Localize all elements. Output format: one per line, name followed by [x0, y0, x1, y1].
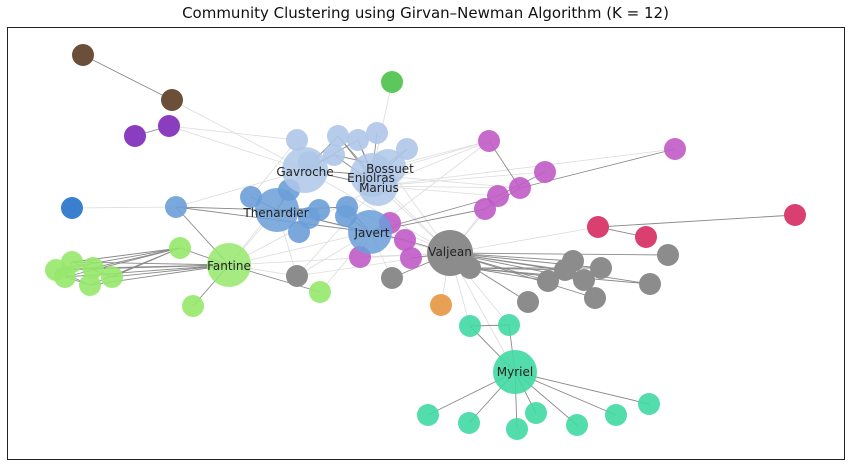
node-gr2 — [381, 267, 403, 289]
edge — [469, 267, 549, 282]
node-m1 — [478, 130, 500, 152]
edge — [597, 214, 796, 228]
edge — [469, 267, 566, 271]
node-t9 — [638, 393, 660, 415]
node-label-bossuet: Bossuet — [366, 162, 414, 176]
node-m2 — [664, 138, 686, 160]
node-label-valjean: Valjean — [428, 245, 472, 259]
node-label-marius: Marius — [359, 181, 399, 195]
edge — [92, 247, 181, 269]
node-t6 — [525, 402, 547, 424]
edge — [71, 206, 177, 209]
edge — [82, 54, 173, 101]
edge — [171, 99, 306, 171]
node-l4 — [54, 266, 76, 288]
node-t1 — [459, 315, 481, 337]
node-m3 — [534, 161, 556, 183]
node-b1 — [165, 196, 187, 218]
node-fantine — [207, 243, 251, 287]
node-label-enjolras: Enjolras — [347, 171, 395, 185]
node-gr10 — [584, 287, 606, 309]
node-br2 — [161, 89, 183, 111]
chart-title: Community Clustering using Girvan–Newman… — [182, 4, 669, 22]
node-m9 — [400, 247, 422, 269]
node-lb3 — [347, 129, 369, 151]
node-label-gavroche: Gavroche — [276, 165, 333, 179]
node-gr4 — [517, 291, 539, 313]
edge — [228, 231, 371, 266]
node-t3 — [417, 404, 439, 426]
edge — [296, 252, 451, 277]
node-lb1 — [286, 129, 308, 151]
node-t7 — [566, 414, 588, 436]
node-t8 — [605, 404, 627, 426]
edge — [250, 139, 298, 198]
node-gr1 — [286, 265, 308, 287]
plot-frame — [7, 27, 845, 460]
node-c3 — [784, 204, 806, 226]
node-l6 — [79, 274, 101, 296]
node-label-thenardier: Thenardier — [242, 206, 308, 220]
node-l9 — [309, 281, 331, 303]
edge — [449, 226, 599, 254]
edge — [514, 371, 650, 405]
node-g1 — [381, 71, 403, 93]
node-gr12 — [657, 244, 679, 266]
node-c1 — [587, 216, 609, 238]
node-thenardier — [255, 188, 299, 232]
node-m8 — [394, 229, 416, 251]
node-p2 — [158, 115, 180, 137]
node-label-fantine: Fantine — [207, 259, 251, 273]
node-gr8 — [573, 269, 595, 291]
node-c2 — [635, 226, 657, 248]
node-gr5 — [537, 270, 559, 292]
edge — [449, 252, 651, 285]
node-p1 — [124, 125, 146, 147]
node-gr9 — [590, 257, 612, 279]
node-t4 — [458, 412, 480, 434]
node-gr11 — [639, 273, 661, 295]
node-lb2 — [327, 125, 349, 147]
node-lb6 — [323, 144, 345, 166]
node-b8 — [298, 207, 320, 229]
edge — [111, 247, 181, 278]
node-myriel — [493, 350, 537, 394]
node-o1 — [430, 294, 452, 316]
node-m6 — [474, 198, 496, 220]
node-l7 — [101, 266, 123, 288]
edge — [168, 125, 306, 171]
node-valjean — [427, 230, 473, 276]
edge — [377, 185, 499, 197]
node-t5 — [506, 418, 528, 440]
node-br1 — [72, 44, 94, 66]
node-l1 — [169, 237, 191, 259]
node-t2 — [498, 314, 520, 336]
edge — [296, 185, 379, 277]
edges-layer — [55, 54, 796, 430]
node-m4 — [509, 177, 531, 199]
node-label-javert: Javert — [353, 226, 389, 240]
node-label-myriel: Myriel — [497, 365, 533, 379]
edge — [377, 171, 546, 187]
node-db1 — [61, 197, 83, 219]
node-l5 — [82, 257, 104, 279]
edge — [449, 252, 669, 256]
nodes-layer — [45, 44, 806, 440]
edge — [168, 125, 298, 141]
node-l8 — [182, 295, 204, 317]
node-lb5 — [396, 138, 418, 160]
node-enjolras — [350, 153, 394, 197]
node-javert — [348, 210, 392, 254]
node-gr7 — [562, 250, 584, 272]
node-gavroche — [282, 147, 328, 193]
node-lb4 — [366, 122, 388, 144]
